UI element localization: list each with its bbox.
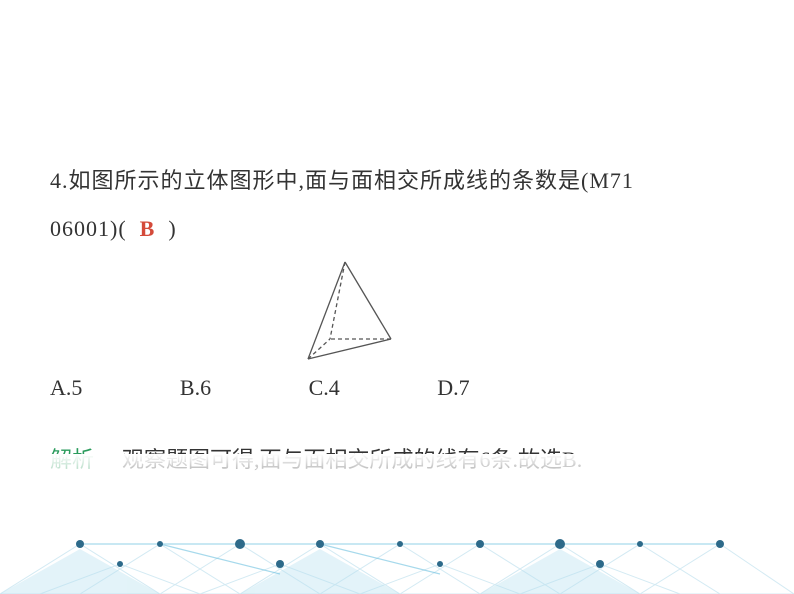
question-line1: 4.如图所示的立体图形中,面与面相交所成线的条数是(M71 xyxy=(50,168,634,193)
answer-letter: B xyxy=(140,216,156,241)
question-line2-prefix: 06001) xyxy=(50,216,118,241)
paren-open: ( xyxy=(118,216,126,241)
edge-front-base xyxy=(308,339,391,359)
question-text: 4.如图所示的立体图形中,面与面相交所成线的条数是(M71 06001)( B … xyxy=(50,157,744,254)
option-c: C.4 xyxy=(309,375,340,400)
option-b: B.6 xyxy=(180,375,211,400)
edge-apex-back xyxy=(330,262,345,339)
edge-apex-frontleft xyxy=(308,262,345,359)
edge-apex-frontright xyxy=(345,262,391,339)
pyramid-figure xyxy=(280,257,410,367)
slide: 4.如图所示的立体图形中,面与面相交所成线的条数是(M71 06001)( B … xyxy=(0,0,794,594)
explanation-text: 观察题图可得,面与面相交所成的线有6条.故选B. xyxy=(122,447,582,472)
options-row: A.5 B.6 C.4 D.7 xyxy=(50,375,562,401)
pyramid-svg xyxy=(280,257,410,367)
paren-close: ) xyxy=(168,216,176,241)
explanation-block: 解析 观察题图可得,面与面相交所成的线有6条.故选B. xyxy=(50,442,582,477)
explanation-label: 解析 xyxy=(50,447,94,472)
option-a: A.5 xyxy=(50,375,82,400)
option-d: D.7 xyxy=(437,375,469,400)
